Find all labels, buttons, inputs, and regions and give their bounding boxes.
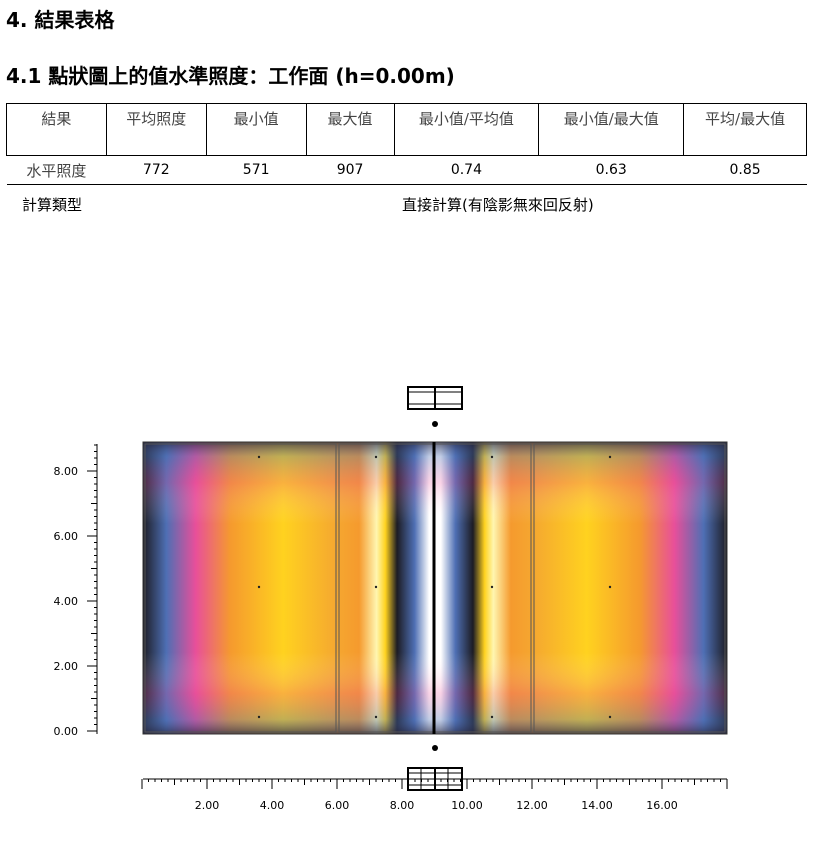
y-tick-label: 2.00 [54, 660, 79, 673]
luminaire-top-point [432, 421, 438, 427]
header-avg-max: 平均/最大值 [683, 103, 807, 156]
calculation-type-value: 直接計算(有陰影無來回反射) [402, 196, 594, 214]
results-header-row: 結果 平均照度 最小值 最大值 最小值/平均值 最小值/最大值 平均/最大值 [6, 103, 807, 156]
y-tick-label: 4.00 [54, 595, 79, 608]
x-tick-label: 8.00 [390, 799, 415, 812]
grid-points [257, 455, 612, 719]
value-min-max: 0.63 [538, 155, 684, 185]
x-tick-label: 14.00 [581, 799, 613, 812]
y-tick-label: 6.00 [54, 530, 79, 543]
section-title: 4. 結果表格 [6, 8, 115, 32]
x-tick-label: 12.00 [516, 799, 548, 812]
x-tick-label: 6.00 [325, 799, 350, 812]
header-min-max: 最小值/最大值 [538, 103, 685, 156]
calculation-type-label: 計算類型 [22, 196, 83, 214]
header-result: 結果 [6, 103, 107, 156]
value-min: 571 [206, 155, 307, 185]
section-outline-left [144, 443, 337, 733]
header-min: 最小值 [205, 103, 307, 156]
header-max: 最大值 [305, 103, 395, 156]
luminaire-top-icon [407, 386, 463, 410]
value-min-avg: 0.74 [394, 155, 539, 185]
results-table: 結果 平均照度 最小值 最大值 最小值/平均值 最小值/最大值 平均/最大值 水… [6, 103, 807, 185]
x-tick-label: 10.00 [451, 799, 483, 812]
y-tick-label: 8.00 [54, 465, 79, 478]
y-axis: 0.00 2.00 4.00 6.00 8.00 [54, 444, 98, 738]
value-average: 772 [106, 155, 207, 185]
table-row: 水平照度 772 571 907 0.74 0.63 0.85 [6, 155, 807, 185]
luminaire-bottom-point [432, 745, 438, 751]
row-label: 水平照度 [6, 155, 107, 185]
section-outline-right [533, 443, 726, 733]
value-max: 907 [306, 155, 394, 185]
x-axis: 2.00 4.00 6.00 8.00 10.00 12.00 14.00 16.00 [141, 778, 728, 812]
y-tick-label: 0.00 [54, 725, 79, 738]
x-tick-label: 2.00 [195, 799, 220, 812]
x-tick-label: 16.00 [646, 799, 678, 812]
value-avg-max: 0.85 [683, 155, 807, 185]
subsection-title: 4.1 點狀圖上的值水準照度：工作面 (h=0.00m) [6, 64, 455, 88]
x-tick-label: 4.00 [260, 799, 285, 812]
